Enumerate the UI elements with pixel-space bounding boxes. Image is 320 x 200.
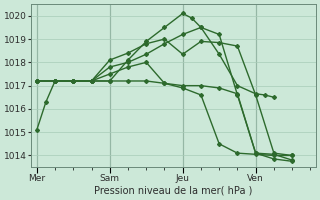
X-axis label: Pression niveau de la mer( hPa ): Pression niveau de la mer( hPa ) — [94, 186, 253, 196]
